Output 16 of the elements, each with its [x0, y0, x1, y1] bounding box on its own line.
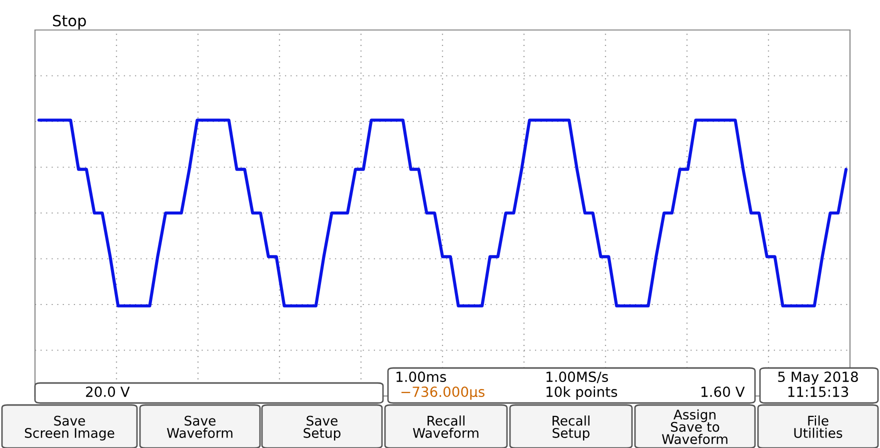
text: −736.000µs [401, 386, 484, 400]
text: Recall Waveform [412, 415, 478, 438]
text: 5 May 2018 [778, 372, 858, 385]
text: Save Setup [304, 416, 340, 441]
text: 1.60 V [702, 386, 745, 398]
text: Assign Save to Waveform [662, 409, 728, 444]
text: 20.0 V [86, 386, 130, 398]
text: File Utilities [794, 415, 842, 438]
text: 1.00ms [396, 372, 446, 382]
text: Recall Setup [552, 415, 590, 441]
text: Stop [53, 14, 86, 30]
text: 1.00MS/s [546, 372, 608, 384]
text: Save Waveform [166, 416, 232, 438]
text: 10k points [546, 386, 618, 400]
text: 11:15:13 [788, 386, 848, 398]
text: Save Screen Image [24, 416, 114, 441]
